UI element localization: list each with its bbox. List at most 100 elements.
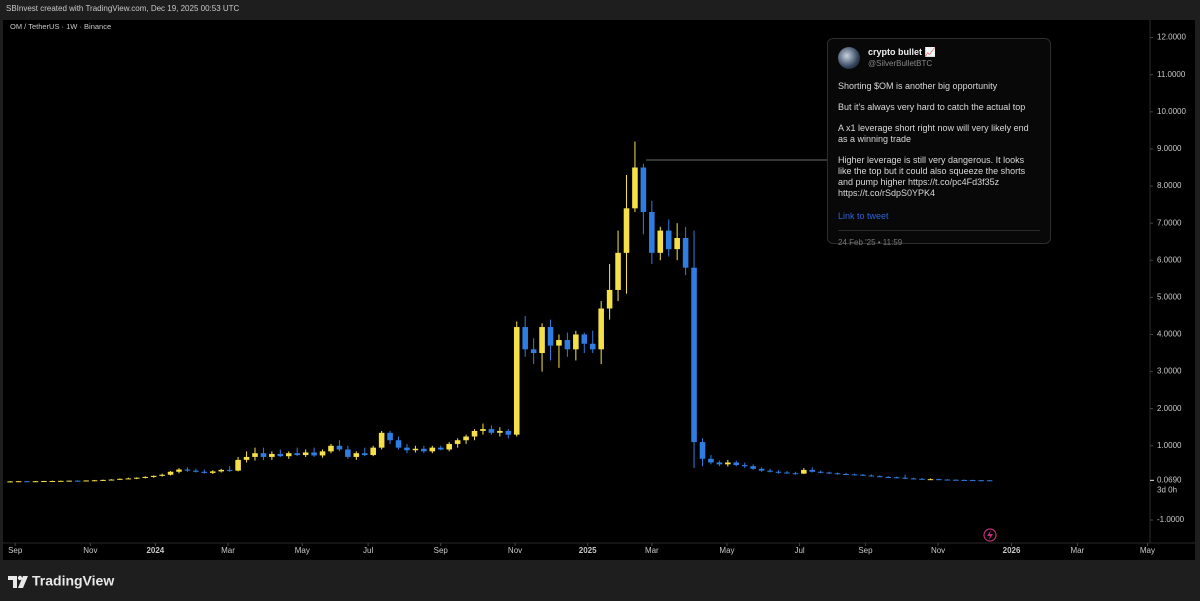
separator bbox=[838, 230, 1040, 231]
candle-body bbox=[488, 429, 495, 433]
candle-body bbox=[640, 167, 647, 213]
candle-body bbox=[66, 480, 73, 482]
candle-body bbox=[285, 453, 292, 457]
candle-body bbox=[497, 430, 503, 433]
tweet-link[interactable]: Link to tweet bbox=[838, 211, 889, 221]
candle-body bbox=[437, 447, 444, 450]
candle-body bbox=[319, 451, 326, 456]
y-tick-label: 10.0000 bbox=[1157, 107, 1186, 116]
candle-body bbox=[201, 471, 208, 473]
brand-logo bbox=[8, 575, 28, 588]
x-tick-label: Mar bbox=[645, 546, 659, 555]
candle-body bbox=[117, 478, 123, 480]
x-tick-label: Nov bbox=[931, 546, 945, 555]
candle-body bbox=[632, 167, 638, 209]
y-tick-label: 1.0000 bbox=[1157, 441, 1182, 450]
x-tick-label: Sep bbox=[434, 546, 449, 555]
candle-body bbox=[150, 475, 157, 477]
candle-body bbox=[463, 436, 469, 441]
candle-body bbox=[125, 478, 132, 480]
tweet-author: crypto bullet 📈 bbox=[868, 47, 936, 57]
candle-body bbox=[294, 453, 300, 456]
candle-body bbox=[454, 440, 461, 444]
x-tick-label: May bbox=[295, 546, 310, 555]
candle-body bbox=[252, 453, 258, 457]
candle-body bbox=[581, 334, 588, 344]
x-tick-label: 2025 bbox=[579, 546, 597, 555]
candle-body bbox=[480, 429, 486, 431]
candle-body bbox=[598, 308, 604, 350]
candle-body bbox=[919, 478, 925, 480]
y-tick-label: 3.0000 bbox=[1157, 367, 1182, 376]
candle-body bbox=[809, 469, 816, 472]
candle-body bbox=[564, 340, 571, 350]
candle-body bbox=[311, 452, 317, 456]
candle-body bbox=[49, 481, 56, 483]
candle-body bbox=[801, 469, 807, 474]
candle-body bbox=[159, 474, 165, 476]
candle-body bbox=[589, 343, 596, 350]
candle-body bbox=[142, 476, 149, 478]
candle-body bbox=[649, 212, 655, 253]
candle-body bbox=[446, 443, 452, 450]
header-text: SBInvest created with TradingView.com, D… bbox=[6, 4, 240, 13]
candle-body bbox=[826, 472, 832, 474]
candle-body bbox=[336, 445, 343, 450]
candle-body bbox=[522, 327, 528, 350]
avatar bbox=[838, 47, 860, 69]
y-tick-label: 8.0000 bbox=[1157, 181, 1182, 190]
symbol-label: OM / TetherUS · 1W · Binance bbox=[10, 22, 111, 31]
candle-body bbox=[226, 469, 233, 471]
y-tick-label: 5.0000 bbox=[1157, 292, 1182, 301]
candle-body bbox=[767, 470, 773, 472]
x-tick-label: 2024 bbox=[146, 546, 164, 555]
candle-body bbox=[218, 469, 225, 472]
x-tick-label: Mar bbox=[1070, 546, 1084, 555]
candle-body bbox=[353, 453, 360, 457]
candle-body bbox=[851, 474, 858, 476]
y-tick-label: 9.0000 bbox=[1157, 144, 1182, 153]
candle-body bbox=[927, 479, 934, 481]
y-tick-label: 7.0000 bbox=[1157, 218, 1182, 227]
x-tick-label: Jul bbox=[363, 546, 373, 555]
candle-body bbox=[817, 471, 824, 473]
candle-body bbox=[556, 340, 562, 346]
tweet-paragraph: Higher leverage is still very dangerous.… bbox=[838, 155, 1026, 198]
candle-body bbox=[902, 477, 908, 479]
lightning-icon bbox=[983, 528, 997, 542]
candle-body bbox=[885, 476, 892, 478]
candle-body bbox=[176, 469, 182, 472]
x-tick-label: Sep bbox=[8, 546, 23, 555]
y-tick-label: 2.0000 bbox=[1157, 404, 1182, 413]
candle-body bbox=[978, 480, 984, 482]
y-tick-label: 12.0000 bbox=[1157, 33, 1186, 42]
candle-body bbox=[243, 456, 250, 460]
candle-body bbox=[665, 230, 672, 250]
candle-body bbox=[269, 453, 275, 457]
x-tick-label: May bbox=[1140, 546, 1155, 555]
candle-body bbox=[395, 440, 402, 448]
tweet-paragraph: Shorting $OM is another big opportunity bbox=[838, 81, 998, 91]
tweet-timestamp: 24 Feb '25 • 11:59 bbox=[838, 238, 903, 247]
tweet-paragraph: But it's always very hard to catch the a… bbox=[838, 102, 1026, 112]
candle-body bbox=[513, 327, 520, 435]
candle-body bbox=[361, 453, 368, 456]
x-tick-label: Jul bbox=[794, 546, 804, 555]
candle-body bbox=[328, 445, 334, 452]
last-price-countdown: 3d 0h bbox=[1157, 485, 1177, 494]
candle-body bbox=[58, 480, 64, 482]
candle-body bbox=[758, 468, 765, 471]
candle-body bbox=[953, 479, 959, 481]
candle-body bbox=[74, 480, 81, 482]
candle-body bbox=[378, 432, 385, 448]
candle-body bbox=[936, 479, 942, 481]
x-tick-label: Sep bbox=[858, 546, 873, 555]
candle-body bbox=[547, 327, 554, 346]
candle-body bbox=[260, 453, 267, 457]
candle-body bbox=[302, 452, 309, 456]
candle-body bbox=[775, 471, 782, 473]
candle-body bbox=[623, 208, 630, 253]
candle-body bbox=[32, 481, 39, 483]
x-tick-label: Nov bbox=[508, 546, 522, 555]
candle-body bbox=[843, 473, 849, 475]
